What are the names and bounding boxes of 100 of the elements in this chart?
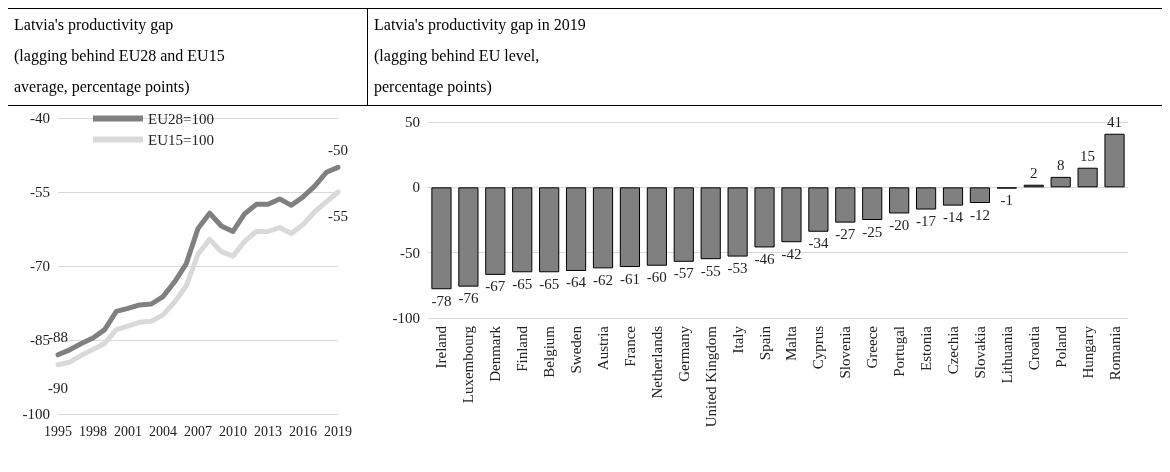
bar (835, 187, 856, 223)
data-label: 8 (1056, 157, 1065, 174)
chart-subtitle: (lagging behind EU level, percentage points) (374, 46, 541, 98)
x-tick-label: Finland (514, 325, 531, 372)
bar (431, 187, 452, 290)
legend-label: EU15=100 (148, 131, 214, 148)
x-tick-label: 2004 (149, 423, 177, 439)
data-label: -90 (48, 380, 68, 397)
data-label: -50 (328, 141, 348, 158)
bar (727, 187, 748, 257)
x-tick-label: Lithuania (998, 325, 1015, 384)
data-label: -53 (727, 260, 748, 277)
x-tick-label: Greece (864, 325, 881, 369)
x-tick-label: Italy (729, 325, 746, 354)
data-label: -65 (512, 275, 533, 292)
data-label: -67 (485, 278, 506, 295)
bar (1050, 176, 1071, 188)
x-tick-label: Luxembourg (460, 325, 477, 404)
x-tick-label: Cyprus (810, 325, 827, 370)
chart-title: Latvia's productivity gap in 2019 (374, 15, 587, 36)
y-tick-label: -50 (400, 244, 420, 261)
x-tick-label: Ireland (433, 325, 450, 369)
x-tick-label: 2019 (324, 423, 352, 439)
bar (1104, 133, 1125, 188)
data-label: -14 (943, 209, 964, 226)
x-tick-label: Romania (1106, 325, 1123, 381)
x-tick-label: France (621, 325, 638, 367)
bar (862, 187, 883, 220)
bar (539, 187, 560, 273)
bar (592, 187, 614, 269)
data-label: -78 (431, 292, 452, 309)
data-label: 41 (1107, 114, 1123, 131)
x-tick-label: United Kingdom (702, 325, 719, 428)
y-tick-label: -85 (30, 332, 50, 348)
x-tick-label: Slovenia (837, 325, 854, 379)
data-label: 2 (1030, 165, 1038, 182)
y-tick-label: -70 (30, 258, 50, 274)
x-tick-label: Poland (1052, 325, 1069, 368)
x-tick-label: Czechia (945, 325, 961, 375)
data-label: -25 (862, 223, 883, 240)
data-label: -1 (1000, 192, 1014, 209)
bar (458, 187, 479, 287)
data-label: -34 (808, 235, 829, 252)
x-tick-label: 1998 (79, 423, 107, 439)
bar (969, 187, 991, 204)
x-tick-label: 1995 (44, 423, 72, 439)
data-label: -20 (889, 216, 910, 233)
x-tick-label: Germany (675, 325, 692, 382)
data-label: -55 (700, 262, 721, 279)
x-tick-label: Belgium (541, 325, 558, 378)
data-label: -12 (969, 206, 990, 223)
data-label: 15 (1080, 148, 1096, 165)
y-tick-label: 50 (405, 114, 420, 130)
bar (512, 187, 533, 273)
bar (565, 187, 587, 271)
bar (1077, 167, 1098, 188)
x-tick-label: Denmark (487, 325, 504, 382)
legend-label: EU28=100 (148, 110, 214, 127)
data-label: -64 (566, 274, 587, 291)
bar (485, 187, 506, 275)
y-tick-label: -100 (22, 406, 50, 422)
x-tick-label: 2016 (289, 423, 317, 439)
x-tick-label: Netherlands (648, 325, 665, 399)
data-label: -55 (328, 207, 348, 224)
x-tick-label: Malta (783, 325, 800, 361)
data-label: -62 (593, 271, 613, 288)
bar (889, 187, 910, 214)
x-tick-label: Estonia (918, 325, 935, 371)
x-tick-label: Croatia (1025, 325, 1042, 371)
bar (781, 187, 802, 243)
bar (619, 187, 641, 268)
chart-subtitle: (lagging behind EU28 and EU15 average, percentage points) (14, 46, 226, 98)
x-tick-label: Sweden (568, 325, 585, 374)
chart-title: Latvia's productivity gap (14, 15, 175, 36)
y-tick-label: -100 (392, 310, 420, 326)
data-label: -65 (539, 275, 560, 292)
bar (754, 187, 775, 248)
data-label: -42 (781, 245, 802, 262)
data-label: -46 (754, 250, 776, 267)
bar (673, 187, 694, 262)
y-tick-label: -40 (30, 110, 50, 126)
data-label: -60 (646, 269, 667, 286)
x-tick-label: Slovakia (971, 325, 988, 379)
x-tick-label: Austria (595, 325, 611, 371)
bar (700, 187, 721, 260)
x-tick-label: 2010 (219, 423, 247, 439)
data-label: -61 (619, 270, 640, 287)
bar (942, 187, 964, 206)
data-label: -57 (673, 265, 695, 282)
data-label: -17 (916, 213, 937, 230)
data-label: -27 (835, 226, 856, 243)
bar (915, 187, 937, 210)
x-tick-label: Spain (756, 325, 773, 361)
x-tick-label: 2007 (184, 423, 212, 439)
x-tick-label: 2001 (114, 423, 142, 439)
bar (646, 187, 667, 266)
x-tick-label: Portugal (891, 326, 908, 377)
x-tick-label: Hungary (1079, 325, 1096, 379)
data-label: -76 (458, 290, 479, 307)
bar (808, 187, 829, 232)
